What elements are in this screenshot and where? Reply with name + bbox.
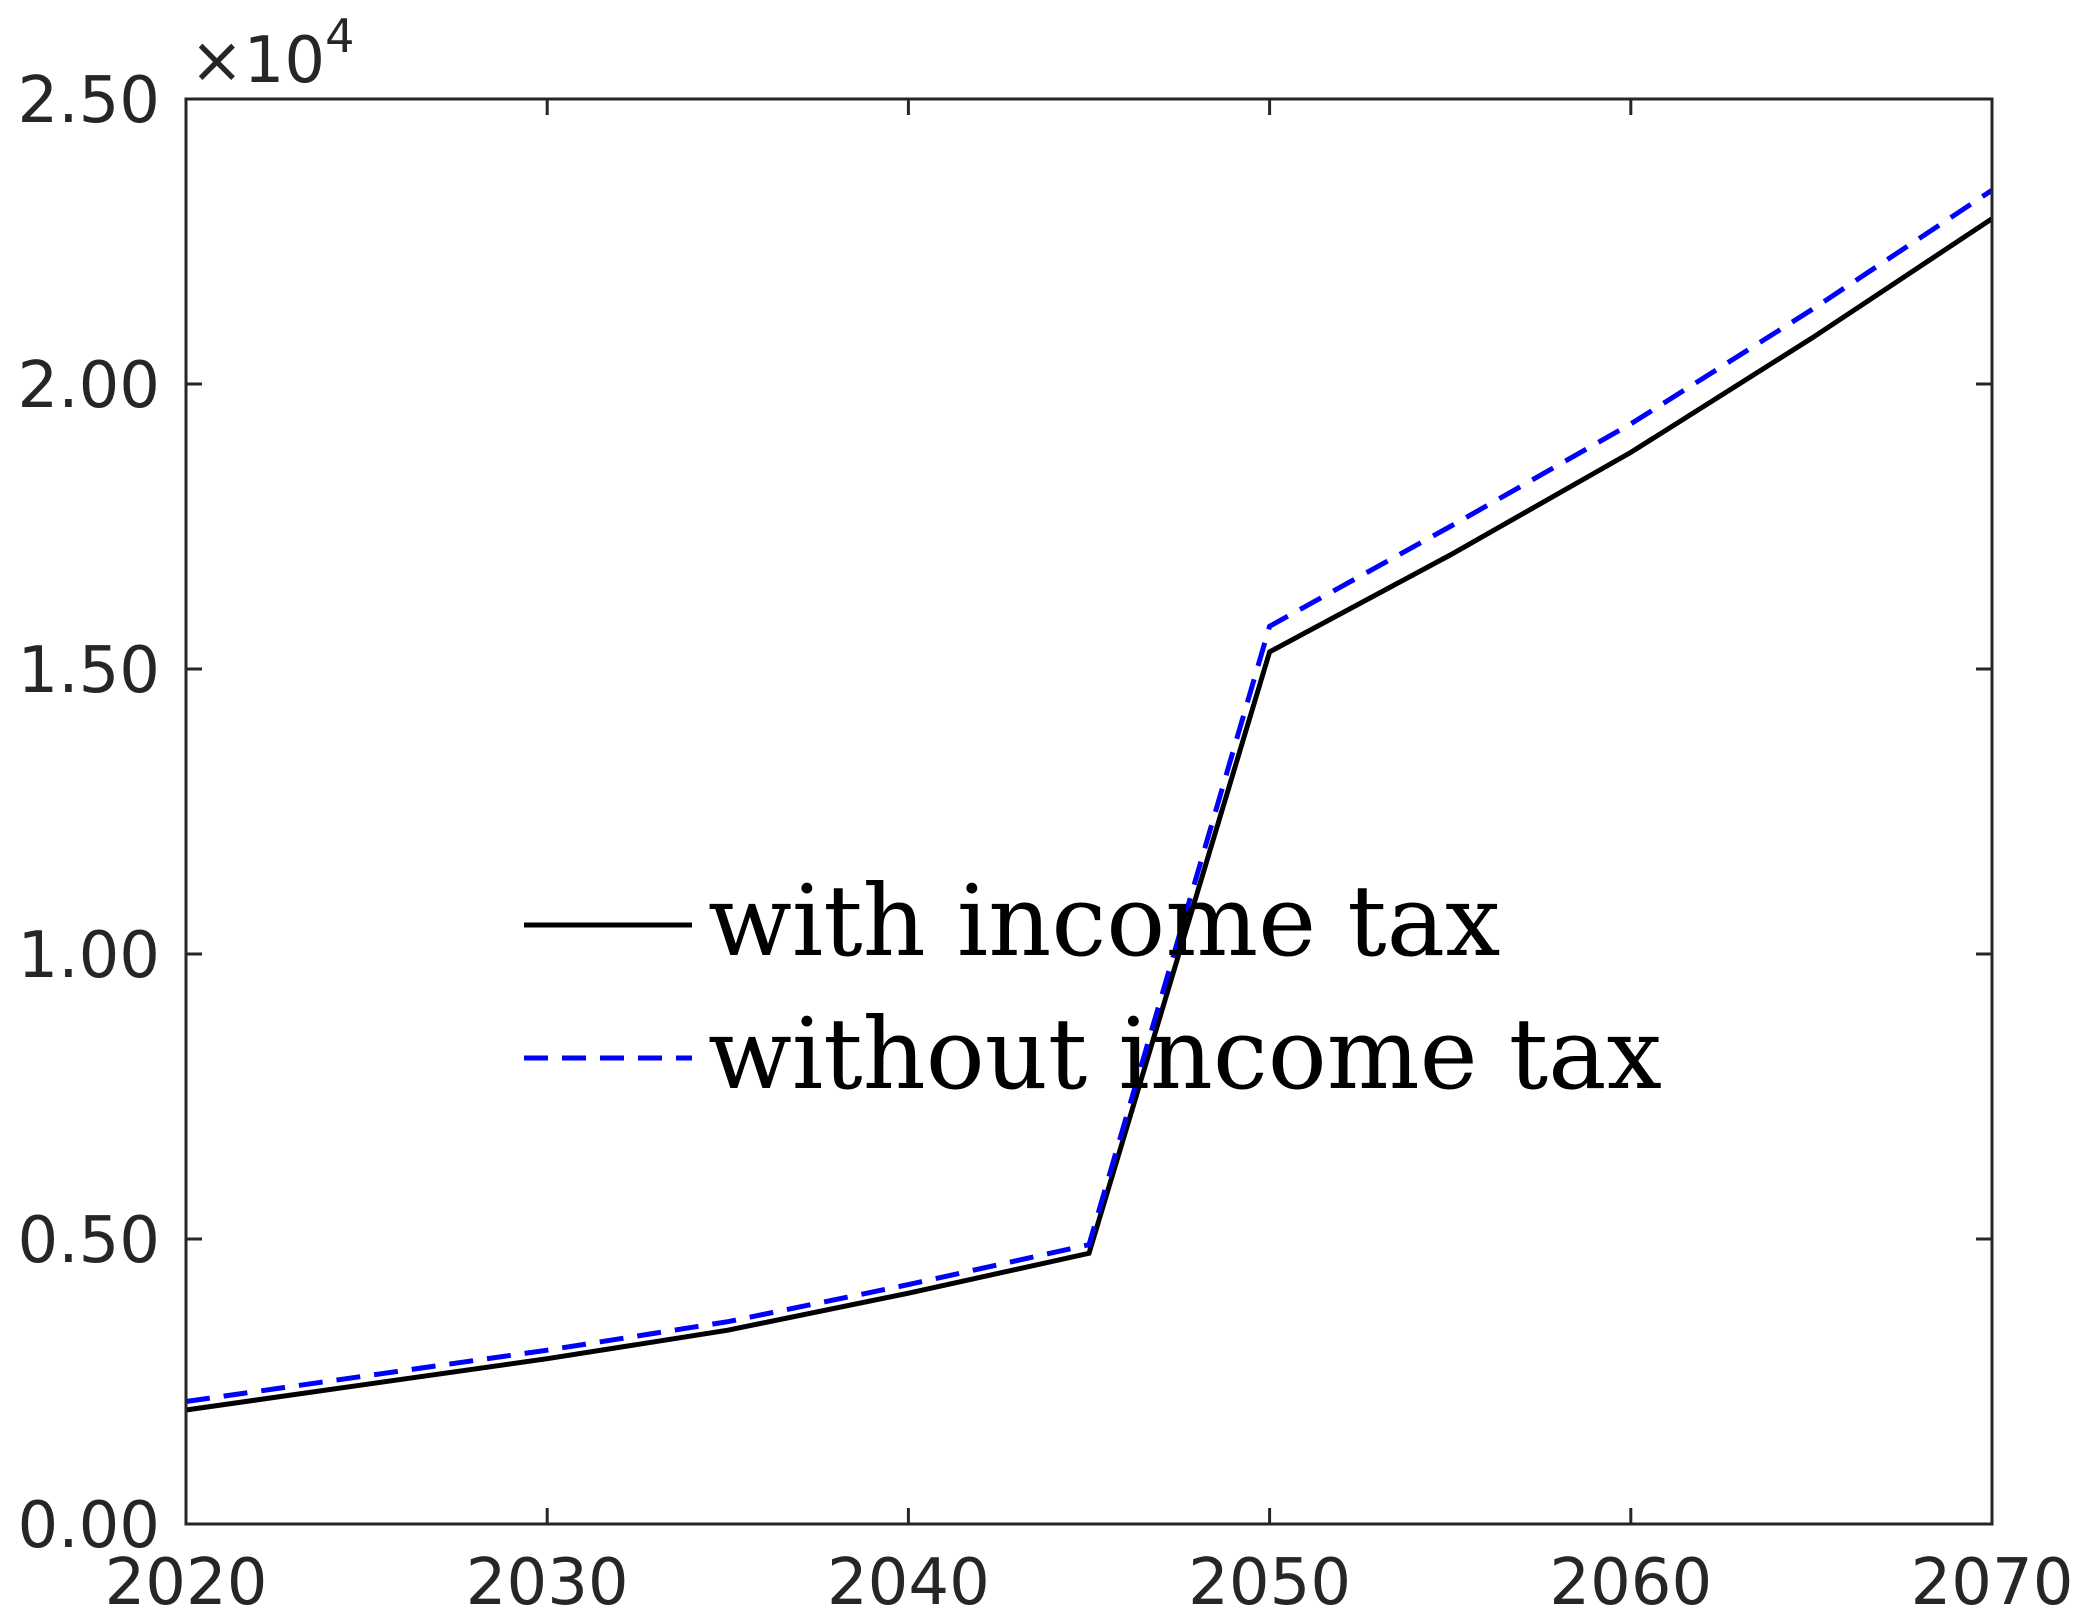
y-axis-multiplier-base: ×10 bbox=[190, 24, 325, 98]
y-tick-label: 1.00 bbox=[18, 919, 161, 993]
plot-area bbox=[186, 99, 1992, 1524]
plot-frame bbox=[184, 97, 1994, 1526]
y-tick-label: 2.00 bbox=[18, 349, 161, 423]
legend-label-2: without income tax bbox=[708, 998, 1662, 1112]
series-line-1 bbox=[185, 216, 1994, 1413]
x-tick-label: 2020 bbox=[105, 1546, 268, 1620]
legend: with income tax without income tax bbox=[524, 865, 1662, 1112]
y-tick-label: 2.50 bbox=[18, 64, 161, 138]
x-tick-label: 2040 bbox=[827, 1546, 990, 1620]
series-line-2 bbox=[185, 188, 1994, 1404]
legend-label-1: with income tax bbox=[708, 865, 1500, 979]
x-tick-label: 2050 bbox=[1188, 1546, 1351, 1620]
tick-labels: 2020 2030 2040 2050 2060 2070 0.00 0.50 1.00 1.50… bbox=[18, 64, 2074, 1620]
y-tick-label: 0.50 bbox=[18, 1204, 161, 1278]
y-tick-label: 0.00 bbox=[18, 1489, 161, 1563]
y-axis-multiplier: ×104 bbox=[190, 9, 354, 98]
y-axis-multiplier-exponent: 4 bbox=[325, 9, 354, 63]
series-lines bbox=[185, 188, 1994, 1413]
x-tick-label: 2070 bbox=[1911, 1546, 2074, 1620]
x-tick-label: 2060 bbox=[1549, 1546, 1712, 1620]
x-tick-label: 2030 bbox=[466, 1546, 629, 1620]
y-tick-label: 1.50 bbox=[18, 634, 161, 708]
